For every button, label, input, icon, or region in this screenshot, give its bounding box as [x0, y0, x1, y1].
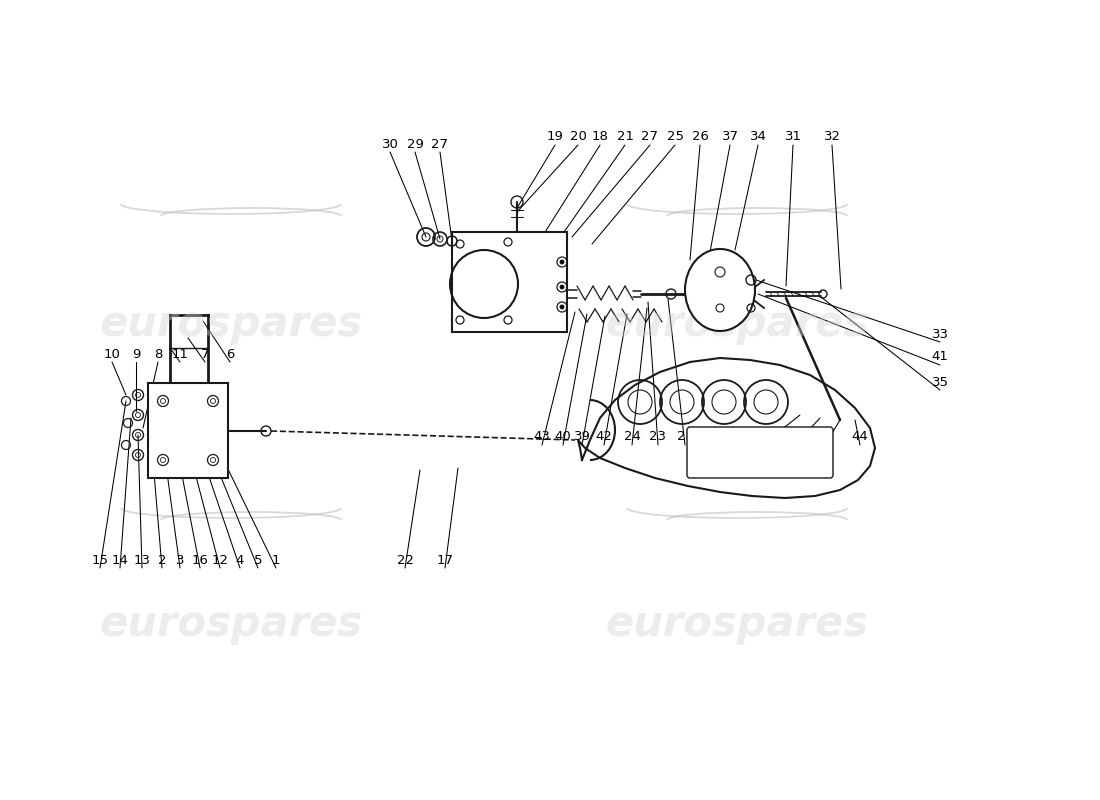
Text: 18: 18 — [592, 130, 608, 143]
Text: eurospares: eurospares — [605, 303, 869, 345]
Text: 10: 10 — [103, 347, 120, 361]
Text: 37: 37 — [722, 130, 738, 143]
Text: 41: 41 — [932, 350, 948, 363]
Text: 3: 3 — [176, 554, 185, 566]
Text: 36: 36 — [786, 430, 803, 443]
Text: 13: 13 — [133, 554, 151, 566]
Text: 24: 24 — [624, 430, 640, 443]
Text: 1: 1 — [272, 554, 280, 566]
Bar — [452, 232, 566, 332]
Text: 44: 44 — [851, 430, 868, 443]
Text: 9: 9 — [132, 347, 140, 361]
Text: 35: 35 — [932, 375, 948, 389]
Text: 38: 38 — [816, 430, 834, 443]
Circle shape — [560, 260, 564, 264]
Text: 5: 5 — [254, 554, 262, 566]
Text: 32: 32 — [824, 130, 840, 143]
Text: 19: 19 — [547, 130, 563, 143]
Text: 30: 30 — [382, 138, 398, 150]
Circle shape — [560, 305, 564, 309]
FancyBboxPatch shape — [688, 427, 833, 478]
Text: 15: 15 — [91, 554, 109, 566]
Text: 31: 31 — [784, 130, 802, 143]
Text: 28: 28 — [676, 430, 693, 443]
Text: 6: 6 — [226, 347, 234, 361]
Text: 34: 34 — [749, 130, 767, 143]
Text: 40: 40 — [554, 430, 571, 443]
Text: 20: 20 — [570, 130, 586, 143]
Text: 39: 39 — [573, 430, 591, 443]
Text: 27: 27 — [431, 138, 449, 150]
Bar — [148, 383, 228, 478]
Text: 4: 4 — [235, 554, 244, 566]
Text: 26: 26 — [692, 130, 708, 143]
Text: eurospares: eurospares — [99, 303, 363, 345]
Text: 17: 17 — [437, 554, 453, 566]
Text: 7: 7 — [758, 430, 767, 443]
Text: 11: 11 — [172, 347, 188, 361]
Text: 25: 25 — [667, 130, 683, 143]
Text: 16: 16 — [191, 554, 208, 566]
Text: 27: 27 — [641, 130, 659, 143]
Text: eurospares: eurospares — [605, 603, 869, 645]
Text: 14: 14 — [111, 554, 129, 566]
Text: 21: 21 — [616, 130, 634, 143]
Ellipse shape — [685, 249, 755, 331]
Text: 42: 42 — [595, 430, 613, 443]
Text: 8: 8 — [154, 347, 162, 361]
Text: 29: 29 — [407, 138, 424, 150]
Text: 33: 33 — [932, 327, 948, 341]
Text: 23: 23 — [649, 430, 667, 443]
Text: 7: 7 — [200, 347, 209, 361]
Text: 22: 22 — [396, 554, 414, 566]
Text: 43: 43 — [534, 430, 550, 443]
Text: 12: 12 — [211, 554, 229, 566]
Text: eurospares: eurospares — [99, 603, 363, 645]
Circle shape — [560, 285, 564, 289]
Text: 2: 2 — [157, 554, 166, 566]
